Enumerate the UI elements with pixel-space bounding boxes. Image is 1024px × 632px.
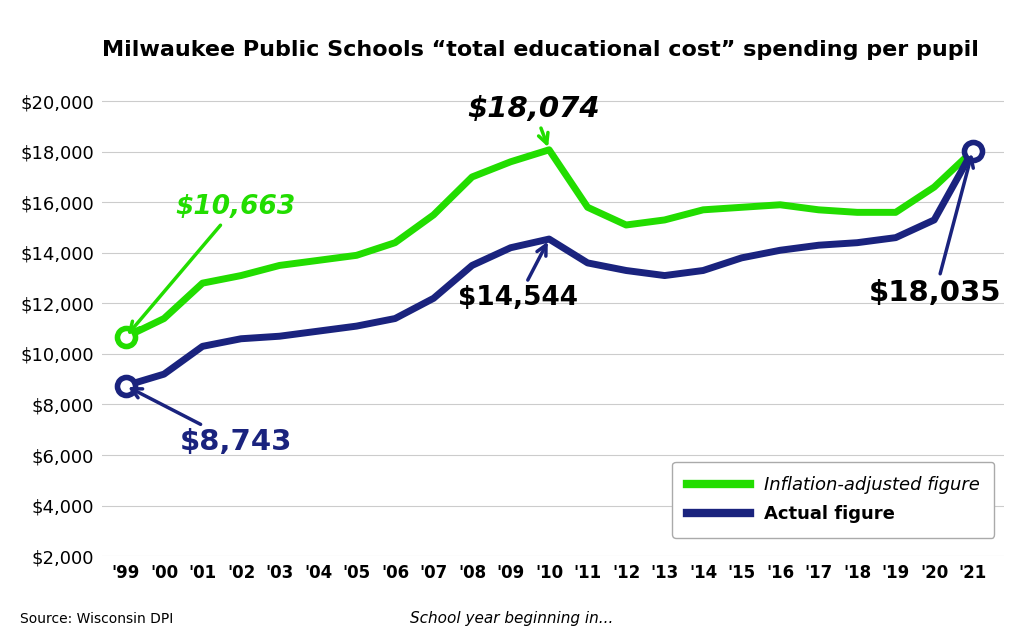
Text: $18,074: $18,074 [467, 95, 600, 143]
Text: Milwaukee Public Schools “total educational cost” spending per pupil: Milwaukee Public Schools “total educatio… [102, 40, 979, 61]
Legend: Inflation-adjusted figure, Actual figure: Inflation-adjusted figure, Actual figure [672, 462, 994, 538]
Text: Source: Wisconsin DPI: Source: Wisconsin DPI [20, 612, 174, 626]
Text: $18,035: $18,035 [868, 157, 1001, 307]
Text: $8,743: $8,743 [131, 389, 292, 456]
Text: School year beginning in...: School year beginning in... [411, 611, 613, 626]
Text: $10,663: $10,663 [130, 194, 296, 332]
Polygon shape [964, 592, 1009, 622]
Text: $14,544: $14,544 [459, 245, 579, 312]
